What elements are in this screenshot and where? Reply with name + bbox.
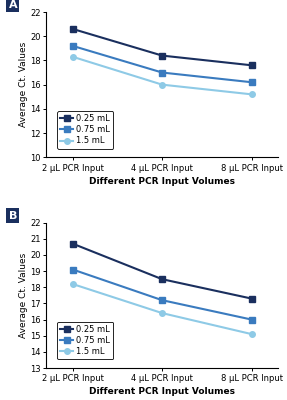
Line: 1.5 mL: 1.5 mL [70, 54, 254, 97]
Line: 1.5 mL: 1.5 mL [70, 281, 254, 337]
0.25 mL [71, 241, 74, 246]
0.25 mL [160, 53, 164, 58]
Line: 0.75 mL: 0.75 mL [70, 43, 254, 85]
Line: 0.75 mL: 0.75 mL [70, 267, 254, 322]
Line: 0.25 mL: 0.25 mL [70, 26, 254, 68]
1.5 mL [160, 311, 164, 316]
0.75 mL [160, 298, 164, 302]
0.25 mL [71, 26, 74, 31]
X-axis label: Different PCR Input Volumes: Different PCR Input Volumes [89, 388, 235, 396]
Legend: 0.25 mL, 0.75 mL, 1.5 mL: 0.25 mL, 0.75 mL, 1.5 mL [57, 111, 113, 149]
Text: B: B [9, 211, 17, 221]
Y-axis label: Average Ct. Values: Average Ct. Values [19, 42, 28, 127]
0.75 mL [160, 70, 164, 75]
Legend: 0.25 mL, 0.75 mL, 1.5 mL: 0.25 mL, 0.75 mL, 1.5 mL [57, 322, 113, 360]
0.25 mL [160, 277, 164, 282]
X-axis label: Different PCR Input Volumes: Different PCR Input Volumes [89, 177, 235, 186]
0.75 mL [250, 80, 253, 85]
1.5 mL [250, 332, 253, 336]
0.75 mL [71, 267, 74, 272]
Y-axis label: Average Ct. Values: Average Ct. Values [19, 253, 28, 338]
0.75 mL [250, 317, 253, 322]
Text: A: A [9, 0, 17, 10]
0.75 mL [71, 44, 74, 48]
1.5 mL [250, 92, 253, 97]
0.25 mL [250, 63, 253, 68]
1.5 mL [160, 82, 164, 87]
0.25 mL [250, 296, 253, 301]
1.5 mL [71, 54, 74, 59]
1.5 mL [71, 282, 74, 286]
Line: 0.25 mL: 0.25 mL [70, 241, 254, 301]
